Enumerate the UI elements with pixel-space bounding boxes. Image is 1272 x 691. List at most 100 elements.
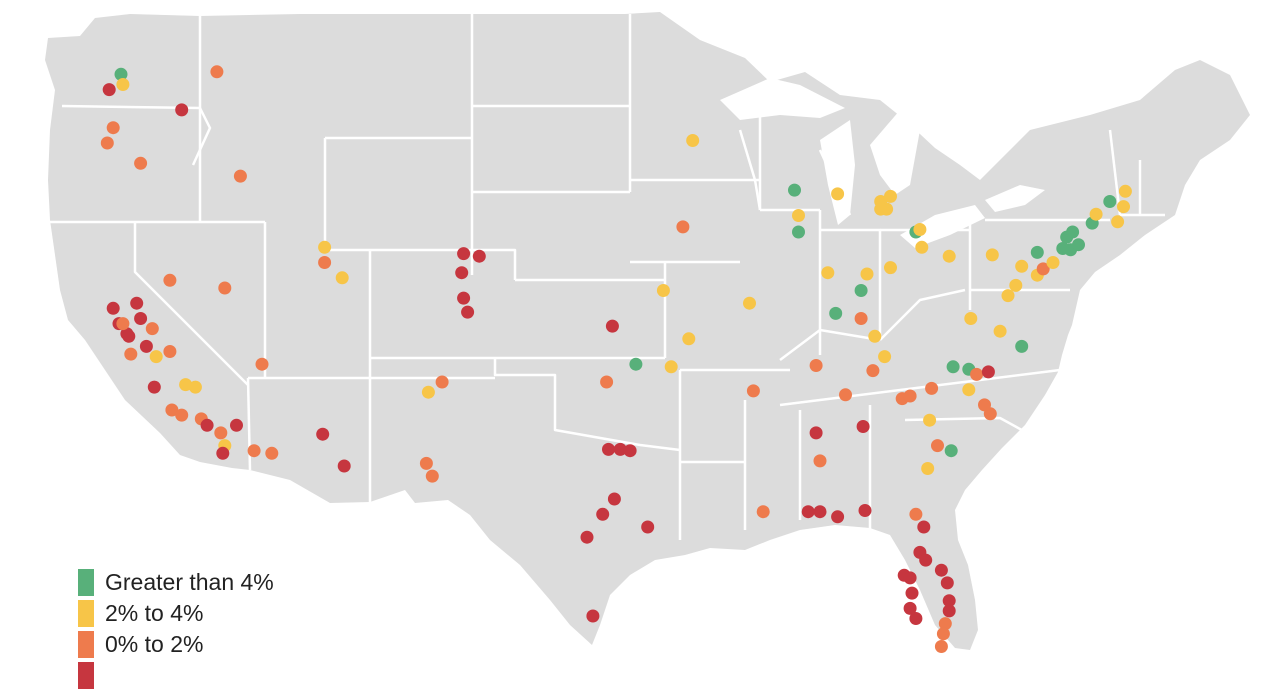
city-marker-orange [124,347,138,361]
city-marker-green [854,284,868,297]
city-marker-red [903,571,917,585]
city-marker-orange [145,322,159,336]
city-marker-orange [903,389,917,403]
lake [720,78,845,120]
city-marker-yellow [993,324,1007,338]
city-marker-red [831,510,845,524]
city-marker-red [175,103,189,117]
city-marker-orange [425,469,439,483]
city-marker-yellow [421,385,435,399]
legend-swatch-green [78,569,94,596]
city-marker-red [461,305,475,319]
city-marker-red [981,365,995,379]
city-marker-orange [163,273,177,287]
us-map-svg [45,12,1250,653]
city-marker-red [134,312,148,325]
city-marker-orange [936,627,950,641]
city-marker-red [942,604,956,618]
legend-item-green: Greater than 4% [78,567,274,598]
state-border [133,222,249,386]
city-marker-orange [116,317,130,331]
city-marker-red [934,563,948,577]
city-marker-orange [809,359,823,372]
city-marker-green [1015,339,1029,353]
city-marker-yellow [179,378,193,392]
city-marker-yellow [116,78,130,91]
city-marker-red [909,612,923,625]
city-marker-orange [931,439,944,453]
city-marker-yellow [686,134,700,147]
city-marker-red [813,505,827,519]
city-marker-red [147,380,161,394]
city-marker-orange [318,256,332,269]
legend-label: Greater than 4% [105,569,274,595]
city-marker-red [316,427,330,441]
city-marker-orange [925,381,939,395]
city-marker-yellow [962,383,976,397]
legend-label: 2% to 4% [105,600,204,626]
city-marker-orange [938,617,952,631]
city-marker-orange [255,357,269,371]
city-marker-red [605,319,619,333]
land-layer [45,12,1250,650]
city-marker-yellow [1009,278,1023,292]
city-marker-yellow [915,240,929,254]
city-marker-green [1103,195,1117,208]
city-marker-green [829,306,843,320]
city-marker-yellow [1015,259,1029,273]
city-marker-red [858,504,872,517]
state-border [1108,129,1122,216]
city-marker-red [940,576,954,590]
city-marker-red [641,520,655,534]
city-marker-yellow [743,296,756,310]
city-marker-red [216,446,230,460]
map: Greater than 4% 2% to 4% 0% to 2% [45,12,1250,689]
city-marker-orange [165,403,179,417]
city-marker-green [946,360,960,374]
city-marker-yellow [149,350,163,364]
legend-swatch-red [78,662,94,689]
city-marker-yellow [884,189,897,203]
city-marker-red [942,594,956,608]
city-marker-yellow [1089,207,1103,221]
legend-swatch-orange [78,631,94,658]
city-marker-yellow [913,223,927,236]
city-marker-green [1030,245,1044,259]
city-marker-red [122,329,136,343]
city-marker-orange [100,136,114,150]
city-marker-red [337,459,351,473]
city-marker-green [629,357,643,371]
city-marker-yellow [664,360,678,374]
city-marker-yellow [682,332,696,346]
city-marker-red [106,301,120,315]
city-marker-orange [247,444,261,458]
city-marker-orange [746,384,760,398]
city-marker-orange [934,640,948,653]
city-marker-orange [419,456,433,470]
legend-swatch-yellow [78,600,94,627]
city-marker-orange [978,398,991,412]
city-marker-green [788,183,801,197]
city-marker-red [919,553,933,567]
city-marker-red [903,601,917,615]
city-marker-orange [175,408,189,422]
legend-label: 0% to 2% [105,631,204,657]
city-marker-red [472,249,486,263]
city-marker-orange [813,454,827,468]
city-marker-orange [210,65,224,79]
great-lakes [720,78,1045,248]
state-border [879,288,966,341]
lake [870,110,920,195]
city-marker-red [856,420,870,433]
city-marker-orange [600,375,614,389]
city-marker-red [613,442,627,456]
city-marker-yellow [921,462,935,475]
city-marker-orange [1036,262,1050,276]
legend: Greater than 4% 2% to 4% 0% to 2% [78,567,274,691]
city-marker-red [623,444,637,458]
state-border [779,328,881,361]
city-marker-yellow [985,248,999,262]
city-marker-orange [435,375,449,389]
city-marker-yellow [831,187,845,201]
city-marker-red [102,83,116,97]
